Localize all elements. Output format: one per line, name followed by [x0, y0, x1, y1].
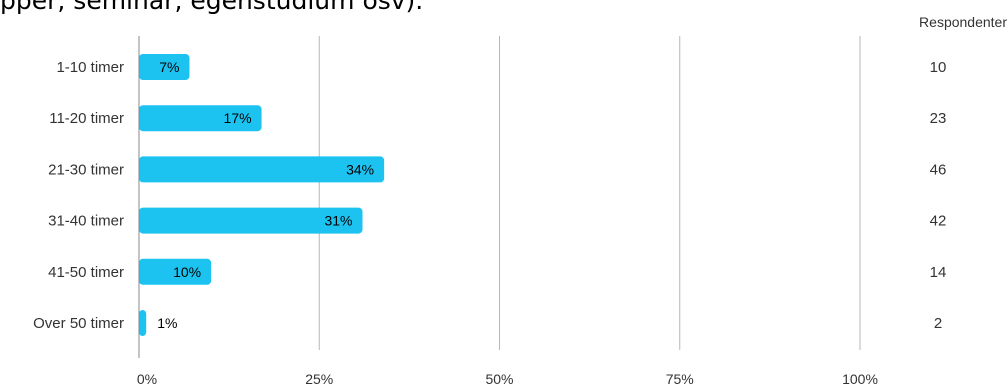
respondent-count: 46	[930, 161, 947, 178]
x-tick-label: 100%	[842, 371, 878, 387]
respondent-count: 10	[930, 59, 947, 76]
respondent-count: 23	[930, 110, 947, 127]
value-label: 7%	[159, 59, 179, 75]
bars	[139, 54, 385, 336]
category-label: 21-30 timer	[48, 161, 124, 178]
bar	[139, 105, 262, 132]
x-tick-label: 75%	[666, 371, 694, 387]
value-label: 17%	[224, 110, 252, 126]
respondents-header: Respondenter	[919, 14, 1007, 30]
category-label: 41-50 timer	[48, 264, 124, 281]
chart-title: pper, seminar, egenstudium osv).	[0, 0, 424, 15]
x-tick-label: 25%	[305, 371, 333, 387]
category-label: 31-40 timer	[48, 213, 124, 230]
category-label: Over 50 timer	[33, 315, 124, 332]
respondent-count: 42	[930, 213, 947, 230]
x-tick-label: 0%	[137, 371, 157, 387]
respondent-count: 2	[934, 315, 942, 332]
bar	[139, 54, 190, 80]
respondent-count: 14	[930, 264, 947, 281]
value-label: 1%	[157, 315, 177, 331]
category-label: 1-10 timer	[56, 59, 124, 76]
value-label: 10%	[173, 264, 201, 280]
bar	[139, 310, 147, 336]
bar	[139, 207, 363, 234]
value-label: 34%	[346, 161, 374, 177]
bar	[139, 156, 385, 183]
category-label: 11-20 timer	[49, 110, 124, 127]
gridlines	[318, 36, 861, 350]
bar	[139, 258, 212, 285]
value-label: 31%	[324, 213, 352, 229]
x-tick-label: 50%	[485, 371, 513, 387]
labels: 0% 25% 50% 75% 100% 1-10 timer 7% 10 11-20 timer…	[33, 59, 946, 387]
